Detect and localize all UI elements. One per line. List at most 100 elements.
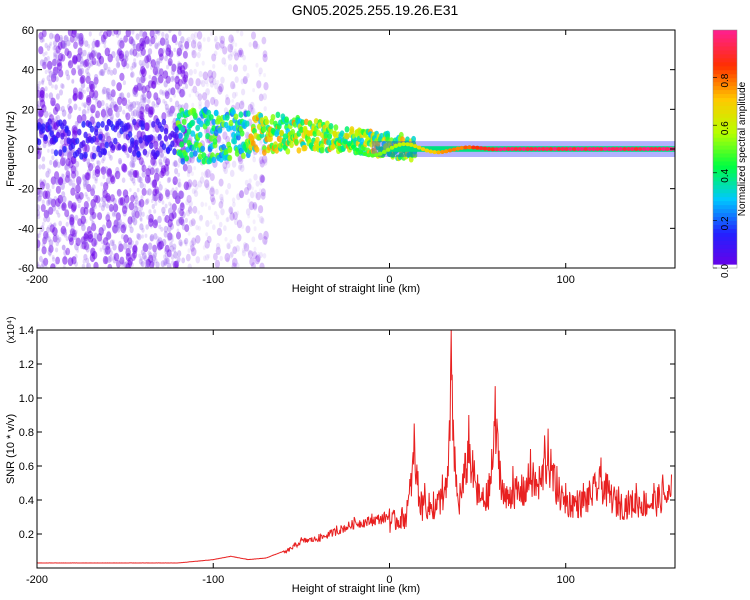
noise-speck	[236, 193, 241, 201]
colorbar-segment	[713, 256, 737, 261]
noise-speck	[65, 69, 70, 77]
noise-speck	[77, 68, 83, 77]
noise-speck	[161, 206, 166, 214]
noise-speck	[41, 246, 47, 255]
noise-speck	[76, 35, 81, 42]
noise-speck	[112, 197, 117, 205]
noise-speck	[242, 64, 248, 72]
noise-speck	[187, 205, 192, 212]
noise-speck	[124, 194, 130, 204]
noise-speck	[185, 253, 191, 262]
noise-speck	[56, 106, 59, 111]
noise-speck	[165, 192, 170, 200]
noise-speck	[179, 191, 185, 199]
noise-speck	[44, 56, 48, 61]
noise-speck	[174, 192, 180, 201]
noise-speck	[95, 98, 99, 105]
spectral-blob	[212, 138, 218, 145]
spectral-blob	[208, 114, 214, 121]
noise-speck	[62, 43, 66, 50]
spectral-blob	[174, 133, 179, 140]
noise-speck	[61, 202, 67, 211]
noise-speck	[111, 92, 115, 97]
noise-speck	[164, 203, 168, 209]
noise-speck	[132, 250, 138, 259]
noise-speck	[77, 33, 83, 41]
spectral-blob	[197, 153, 203, 160]
noise-speck	[185, 160, 189, 167]
noise-speck	[190, 171, 194, 177]
line-peak	[451, 147, 457, 152]
noise-speck	[127, 99, 131, 104]
noise-speck	[107, 93, 113, 101]
noise-speck	[51, 58, 57, 67]
spectral-blob	[339, 130, 345, 137]
snr-y-ticks: 0.20.40.60.81.01.21.4	[19, 325, 675, 541]
noise-speck	[254, 193, 258, 199]
noise-speck	[84, 172, 90, 181]
noise-speck	[144, 199, 149, 206]
noise-speck	[38, 190, 43, 198]
noise-speck	[55, 209, 59, 215]
noise-speck	[71, 256, 77, 265]
noise-speck	[132, 86, 138, 96]
noise-speck	[114, 170, 121, 180]
spectral-blob	[190, 130, 196, 137]
noise-speck	[252, 88, 256, 93]
noise-speck	[134, 100, 138, 106]
noise-speck	[234, 52, 239, 61]
noise-speck	[258, 205, 264, 214]
noise-speck	[107, 256, 112, 263]
noise-speck	[100, 196, 104, 203]
noise-speck	[261, 36, 267, 45]
noise-speck	[149, 260, 155, 268]
noise-speck	[82, 37, 86, 42]
noise-speck	[152, 128, 156, 133]
noise-speck	[143, 103, 147, 108]
noise-speck	[232, 83, 236, 89]
noise-speck	[186, 171, 191, 178]
noise-speck	[218, 201, 224, 209]
noise-speck	[55, 54, 60, 62]
noise-speck	[218, 178, 224, 187]
line-peak	[633, 147, 639, 151]
spectral-blob	[232, 125, 238, 132]
noise-speck	[52, 66, 59, 76]
noise-speck	[65, 158, 71, 167]
y-tick-label: 1.4	[19, 325, 34, 337]
noise-speck	[158, 224, 162, 230]
noise-speck	[85, 194, 89, 199]
noise-speck	[42, 52, 46, 57]
line-peak	[405, 142, 410, 147]
noise-speck	[148, 217, 153, 223]
noise-speck	[227, 243, 231, 250]
noise-speck	[41, 199, 45, 205]
noise-speck	[125, 112, 131, 121]
colorbar-ticks: 0.00.20.40.60.8	[713, 73, 731, 278]
noise-speck	[64, 48, 70, 57]
noise-speck	[124, 149, 128, 155]
noise-speck	[176, 219, 181, 227]
line-peak	[653, 147, 658, 151]
noise-speck	[41, 259, 45, 264]
spectral-blob	[184, 155, 190, 162]
noise-speck	[136, 111, 141, 119]
noise-speck	[209, 173, 215, 182]
spectral-blob	[211, 156, 217, 163]
noise-speck	[191, 188, 196, 195]
noise-speck	[150, 59, 156, 68]
noise-speck	[163, 230, 168, 238]
spectral-blob	[37, 138, 42, 146]
noise-speck	[48, 92, 54, 100]
noise-speck	[174, 260, 180, 268]
colorbar-segment	[713, 200, 737, 206]
noise-speck	[151, 203, 155, 210]
x-tick-label: 100	[557, 274, 575, 286]
noise-speck	[55, 247, 59, 253]
noise-speck	[107, 263, 113, 268]
noise-speck	[37, 145, 42, 152]
noise-speck	[167, 235, 171, 242]
noise-speck	[37, 148, 42, 156]
noise-speck	[166, 191, 170, 197]
noise-speck	[50, 148, 55, 155]
